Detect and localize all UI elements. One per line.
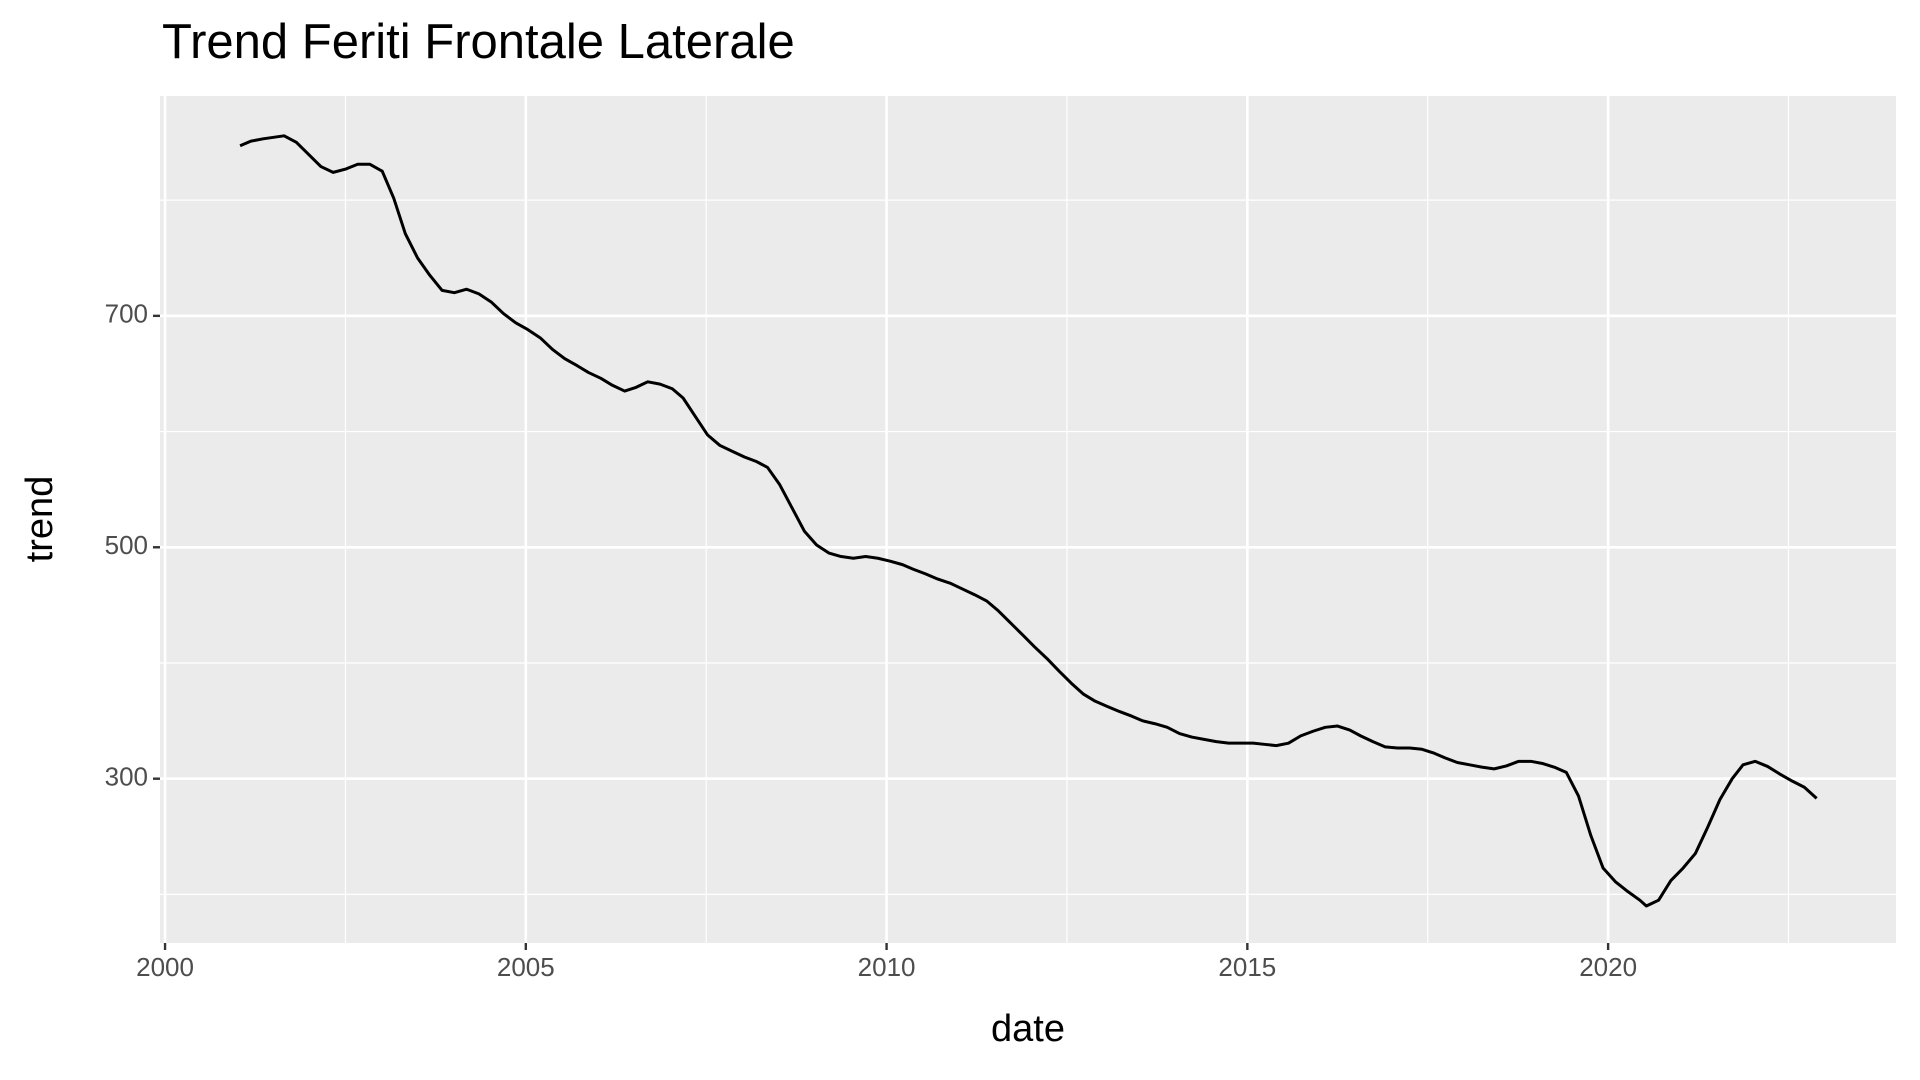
y-tick-label: 500 [105, 530, 148, 560]
plot-background [160, 96, 1896, 943]
x-tick-label: 2020 [1579, 952, 1637, 982]
x-tick-label: 2010 [858, 952, 916, 982]
x-tick-label: 2015 [1218, 952, 1276, 982]
x-axis-title: date [991, 1008, 1065, 1050]
y-tick-label: 300 [105, 762, 148, 792]
x-tick-label: 2005 [497, 952, 555, 982]
y-axis-title: trend [19, 476, 61, 563]
chart-title: Trend Feriti Frontale Laterale [162, 15, 795, 69]
y-tick-label: 700 [105, 299, 148, 329]
trend-line [239, 134, 1818, 908]
x-tick-label: 2000 [136, 952, 194, 982]
